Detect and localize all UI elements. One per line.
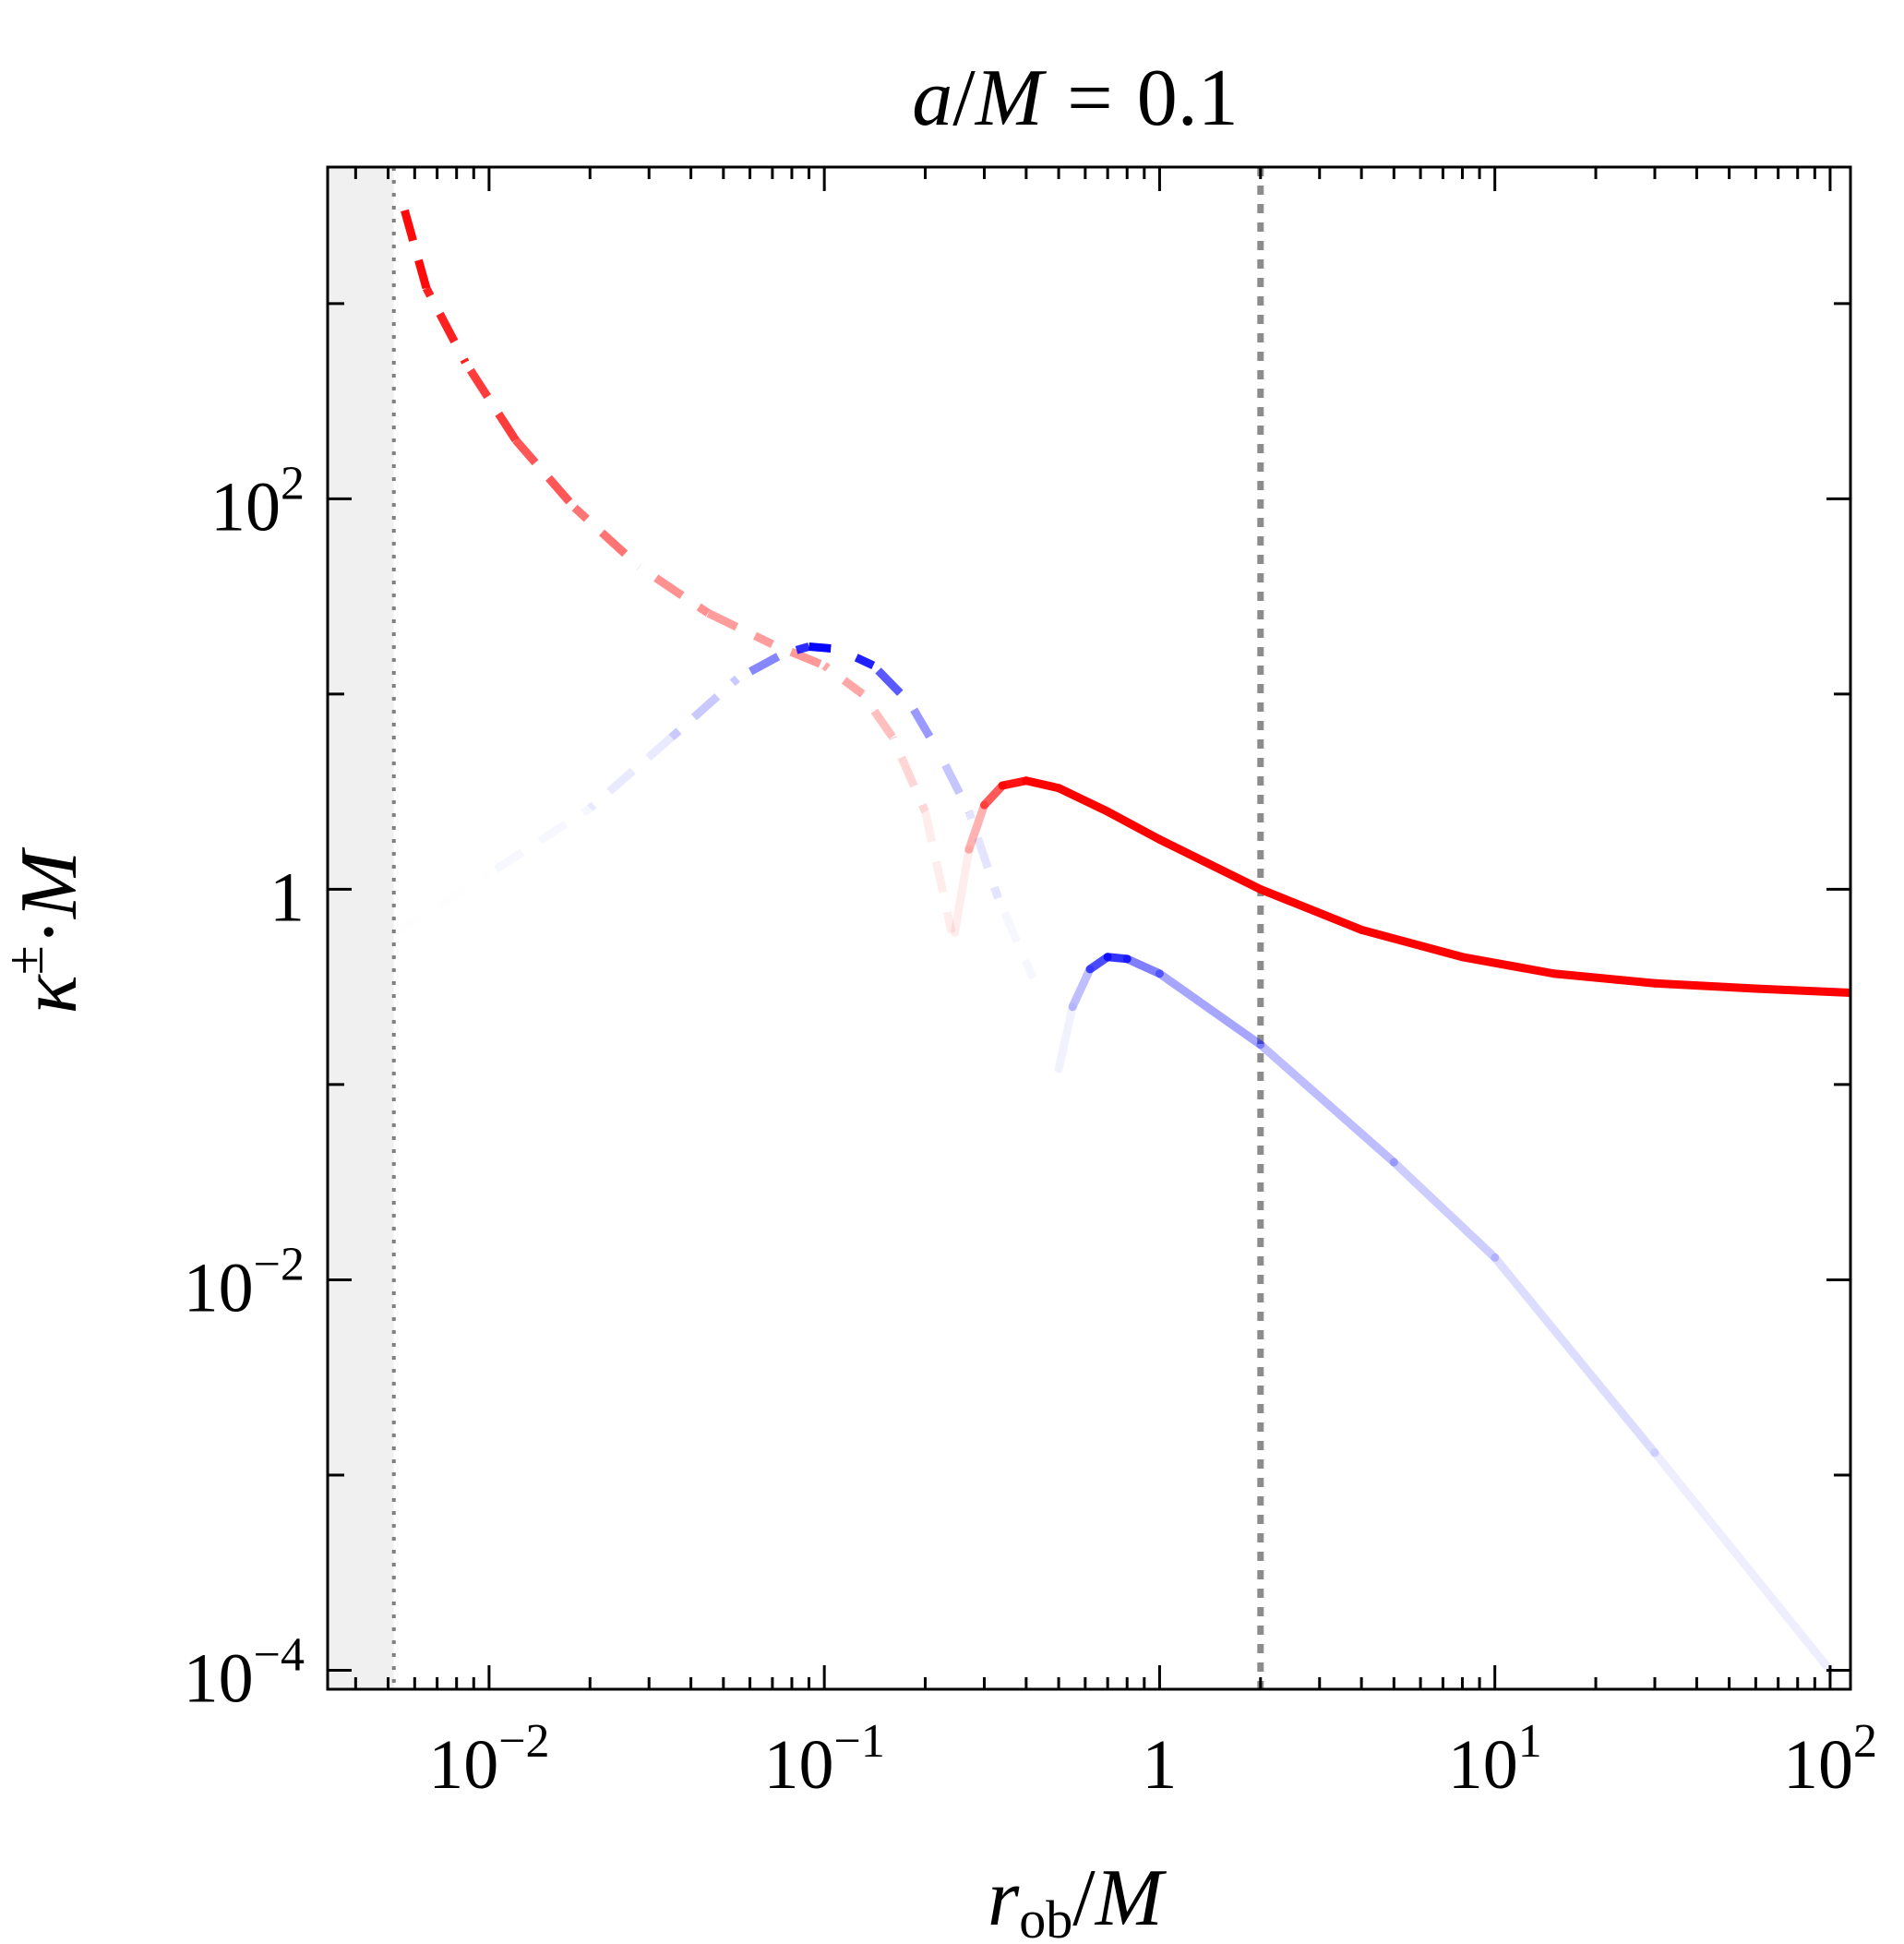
series-segment	[935, 750, 973, 814]
y-tick-label-exponent: −2	[254, 1238, 305, 1290]
x-tick-label: 101	[1448, 1715, 1542, 1804]
series-segment	[1155, 834, 1265, 894]
x-tick-label-text: 1	[1142, 1726, 1177, 1804]
chart-title: a/M = 0.1	[912, 54, 1238, 143]
x-label-denominator: M	[1094, 1854, 1168, 1943]
series-segment	[979, 781, 1007, 810]
series-segment	[1650, 1448, 1835, 1675]
series-segment	[964, 800, 988, 854]
series-segment	[668, 675, 740, 741]
x-tick-label-exponent: −2	[498, 1715, 549, 1768]
x-label-var: r	[988, 1854, 1020, 1943]
title-var-m: M	[974, 54, 1048, 143]
x-tick-label: 10−2	[428, 1715, 549, 1804]
series-segment	[808, 642, 839, 654]
series-segment	[951, 845, 974, 937]
x-tick-label: 10−1	[764, 1715, 885, 1804]
plot-area	[328, 167, 1850, 1689]
title-equals: =	[1067, 54, 1113, 143]
x-tick-label-base: 10	[428, 1726, 498, 1804]
y-tick-label-base: 10	[210, 468, 281, 546]
series-kappa-minus-dashed	[587, 642, 1002, 900]
series-segment	[636, 562, 711, 617]
series-segment	[1650, 978, 1760, 993]
y-tick-label-base: 10	[184, 1249, 254, 1326]
series-segment	[858, 691, 897, 740]
x-axis-label: rob/M	[988, 1854, 1168, 1944]
series-kappa-plus-dashed	[401, 209, 956, 934]
x-tick-label-exponent: −1	[834, 1715, 885, 1768]
series-segment	[571, 504, 642, 570]
x-tick-label: 102	[1783, 1715, 1877, 1804]
series-segment	[1103, 807, 1164, 844]
series-segment	[1256, 1040, 1398, 1167]
series-segment	[461, 360, 520, 443]
y-label-var: κ	[5, 973, 94, 1014]
series-segment	[1491, 1253, 1659, 1458]
y-tick-label: 1	[269, 858, 305, 936]
series-segment	[1357, 925, 1467, 962]
series-segment	[735, 650, 784, 683]
series-segment	[1054, 1002, 1077, 1074]
series-segment	[1256, 884, 1366, 934]
y-label-dot: ·	[5, 918, 94, 945]
x-label-slash: /	[1072, 1854, 1096, 1943]
series-segment	[706, 609, 774, 648]
series-segment	[921, 810, 956, 934]
x-tick-label-exponent: 2	[1853, 1715, 1877, 1768]
series-segment	[512, 437, 579, 511]
series-segment	[401, 209, 431, 290]
series-segment	[1122, 954, 1164, 978]
y-tick-label-exponent: −4	[254, 1629, 305, 1682]
title-value: 0.1	[1137, 54, 1239, 143]
x-tick-label: 1	[1142, 1726, 1177, 1804]
plot-frame	[326, 165, 1852, 1691]
series-segment	[422, 286, 470, 365]
y-tick-label-text: 1	[269, 858, 305, 936]
y-axis-label: κ±·M	[0, 846, 94, 1014]
series-segment	[587, 734, 675, 812]
y-tick-label: 10−4	[184, 1629, 305, 1718]
series-segment	[1550, 969, 1659, 988]
plot-content	[328, 167, 1850, 1689]
y-tick-label-exponent: 2	[281, 457, 305, 510]
series-segment	[889, 736, 929, 814]
y-label-superscript: ±	[0, 945, 54, 975]
series-segment	[870, 662, 914, 706]
series-segment	[906, 701, 943, 755]
series-segment	[964, 810, 1002, 900]
title-slash: /	[952, 54, 976, 143]
series-segment	[1054, 784, 1112, 816]
y-tick-label-base: 10	[184, 1640, 254, 1718]
y-label-tail: M	[5, 846, 94, 920]
series-segment	[771, 640, 826, 670]
series-segment	[1751, 984, 1850, 998]
shaded-region	[328, 167, 394, 1689]
x-tick-label-base: 10	[1783, 1726, 1853, 1804]
x-tick-label-base: 10	[764, 1726, 834, 1804]
x-tick-label-exponent: 1	[1518, 1715, 1542, 1768]
y-tick-label: 10−2	[184, 1238, 305, 1326]
series-segment	[1389, 1158, 1500, 1262]
x-tick-label-base: 10	[1448, 1726, 1518, 1804]
series-kappa-plus-solid	[951, 776, 1850, 998]
series-segment	[1022, 776, 1063, 793]
series-segment	[836, 645, 876, 670]
series-segment	[781, 642, 810, 659]
x-label-subscript: ob	[1019, 1890, 1072, 1944]
y-tick-label: 102	[210, 457, 305, 546]
series-segment	[821, 662, 866, 698]
series-segment	[1457, 953, 1559, 978]
series-kappa-minus-solid	[1054, 953, 1835, 1675]
series-segment	[1068, 965, 1095, 1012]
title-var-a: a	[912, 54, 952, 143]
series-segment	[1155, 969, 1265, 1050]
